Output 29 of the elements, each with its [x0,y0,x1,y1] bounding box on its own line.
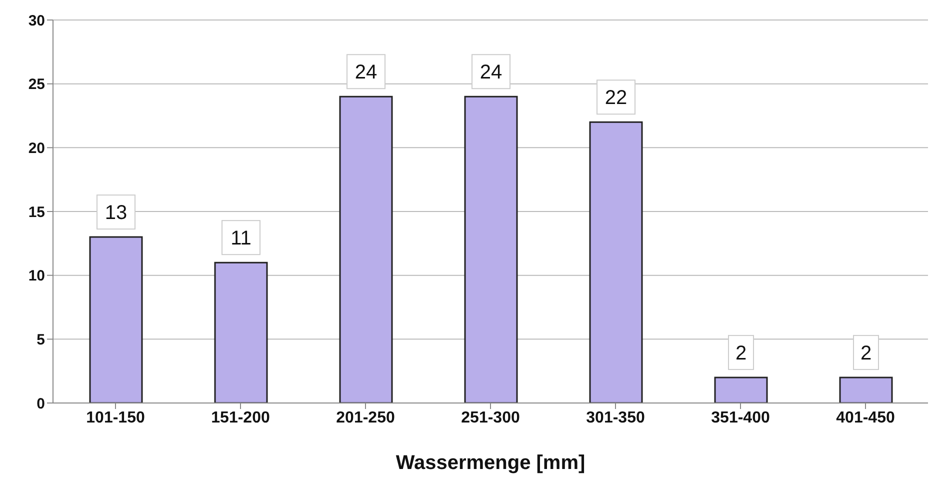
x-tick-label: 201-250 [336,409,395,426]
x-tick-label: 301-350 [586,409,645,426]
bar [89,236,143,403]
y-tick-label: 15 [28,204,45,221]
data-label: 24 [480,62,502,84]
x-tick-label: 401-450 [836,409,895,426]
y-tick-label: 20 [28,140,45,157]
x-tick-label: 151-200 [211,409,270,426]
y-tick-label: 30 [28,12,45,30]
data-label: 13 [104,202,128,224]
bar [714,376,768,403]
bar [839,376,893,403]
y-tick-label: 0 [36,395,45,412]
x-axis-title: Wassermenge [mm] [396,452,586,474]
y-tick-label: 5 [36,331,45,348]
data-label: 11 [230,228,252,250]
data-label: 2 [735,342,747,364]
y-tick-label: 25 [28,76,45,94]
bar [339,96,393,403]
bar [214,262,268,403]
bar [589,121,643,403]
data-label: 2 [860,342,872,364]
data-label: 22 [604,87,628,110]
bar [464,96,518,403]
x-tick-label: 101-150 [86,409,145,426]
y-tick-label: 10 [28,268,45,285]
x-tick-label: 251-300 [461,409,520,426]
data-label: 24 [354,62,378,84]
x-tick-label: 351-400 [711,409,770,426]
